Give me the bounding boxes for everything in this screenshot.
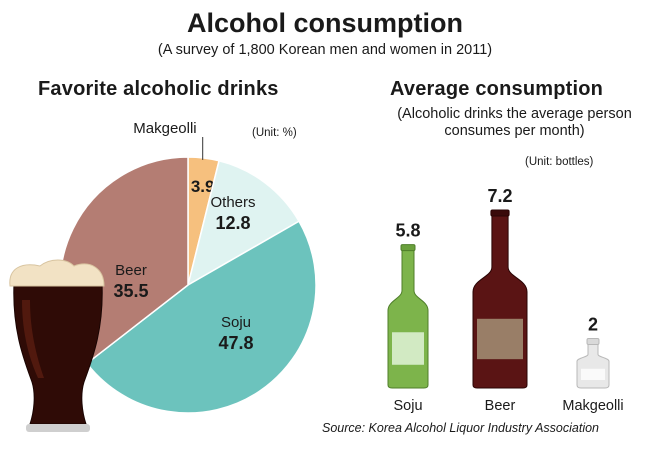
beer-foam bbox=[9, 259, 105, 287]
pie-value-beer: 35.5 bbox=[113, 281, 148, 301]
bar-value-beer: 7.2 bbox=[487, 186, 512, 206]
bar-sticker-makgeolli bbox=[581, 368, 605, 380]
beer-glass-base bbox=[26, 424, 90, 432]
bar-bottle-beer bbox=[472, 212, 528, 389]
bar-chart: 5.8 Soju 7.2 Beer 2 Makgeolli bbox=[387, 186, 624, 414]
bar-value-makgeolli: 2 bbox=[588, 315, 598, 335]
bars-note: (Alcoholic drinks the average person con… bbox=[397, 106, 632, 139]
bar-label-beer: Beer bbox=[485, 398, 516, 414]
bar-cap-beer bbox=[490, 209, 510, 217]
source-note: Source: Korea Alcohol Liquor Industry As… bbox=[322, 421, 600, 435]
bar-bottle-soju bbox=[387, 247, 429, 389]
pie-label-others: Others bbox=[210, 194, 255, 211]
beer-glass-highlight bbox=[22, 300, 44, 378]
pie-value-makgeolli: 3.9 bbox=[191, 177, 215, 196]
bar-value-soju: 5.8 bbox=[395, 221, 420, 241]
bar-bottle-makgeolli bbox=[576, 341, 610, 389]
pie-slice-others bbox=[186, 159, 301, 287]
bar-cap-soju bbox=[400, 244, 416, 252]
page-title: Alcohol consumption bbox=[187, 8, 463, 38]
bar-cap-makgeolli bbox=[586, 338, 600, 346]
bar-sticker-soju bbox=[392, 332, 424, 365]
bars-heading: Average consumption bbox=[390, 78, 604, 100]
beer-glass-illustration bbox=[9, 259, 105, 432]
pie-label-makgeolli: Makgeolli bbox=[133, 120, 196, 137]
bar-label-makgeolli: Makgeolli bbox=[562, 398, 623, 414]
pie-label-beer: Beer bbox=[115, 262, 147, 279]
pie-value-others: 12.8 bbox=[215, 213, 250, 233]
page-subtitle: (A survey of 1,800 Korean men and women … bbox=[157, 42, 493, 58]
pie-unit: (Unit: %) bbox=[252, 127, 297, 139]
bar-sticker-beer bbox=[477, 318, 523, 360]
bars-unit: (Unit: bottles) bbox=[525, 156, 594, 168]
bar-label-soju: Soju bbox=[393, 398, 422, 414]
pie-heading: Favorite alcoholic drinks bbox=[38, 78, 279, 100]
pie-label-soju: Soju bbox=[221, 314, 251, 331]
pie-slice-soju bbox=[85, 220, 317, 414]
pie-value-soju: 47.8 bbox=[218, 333, 253, 353]
